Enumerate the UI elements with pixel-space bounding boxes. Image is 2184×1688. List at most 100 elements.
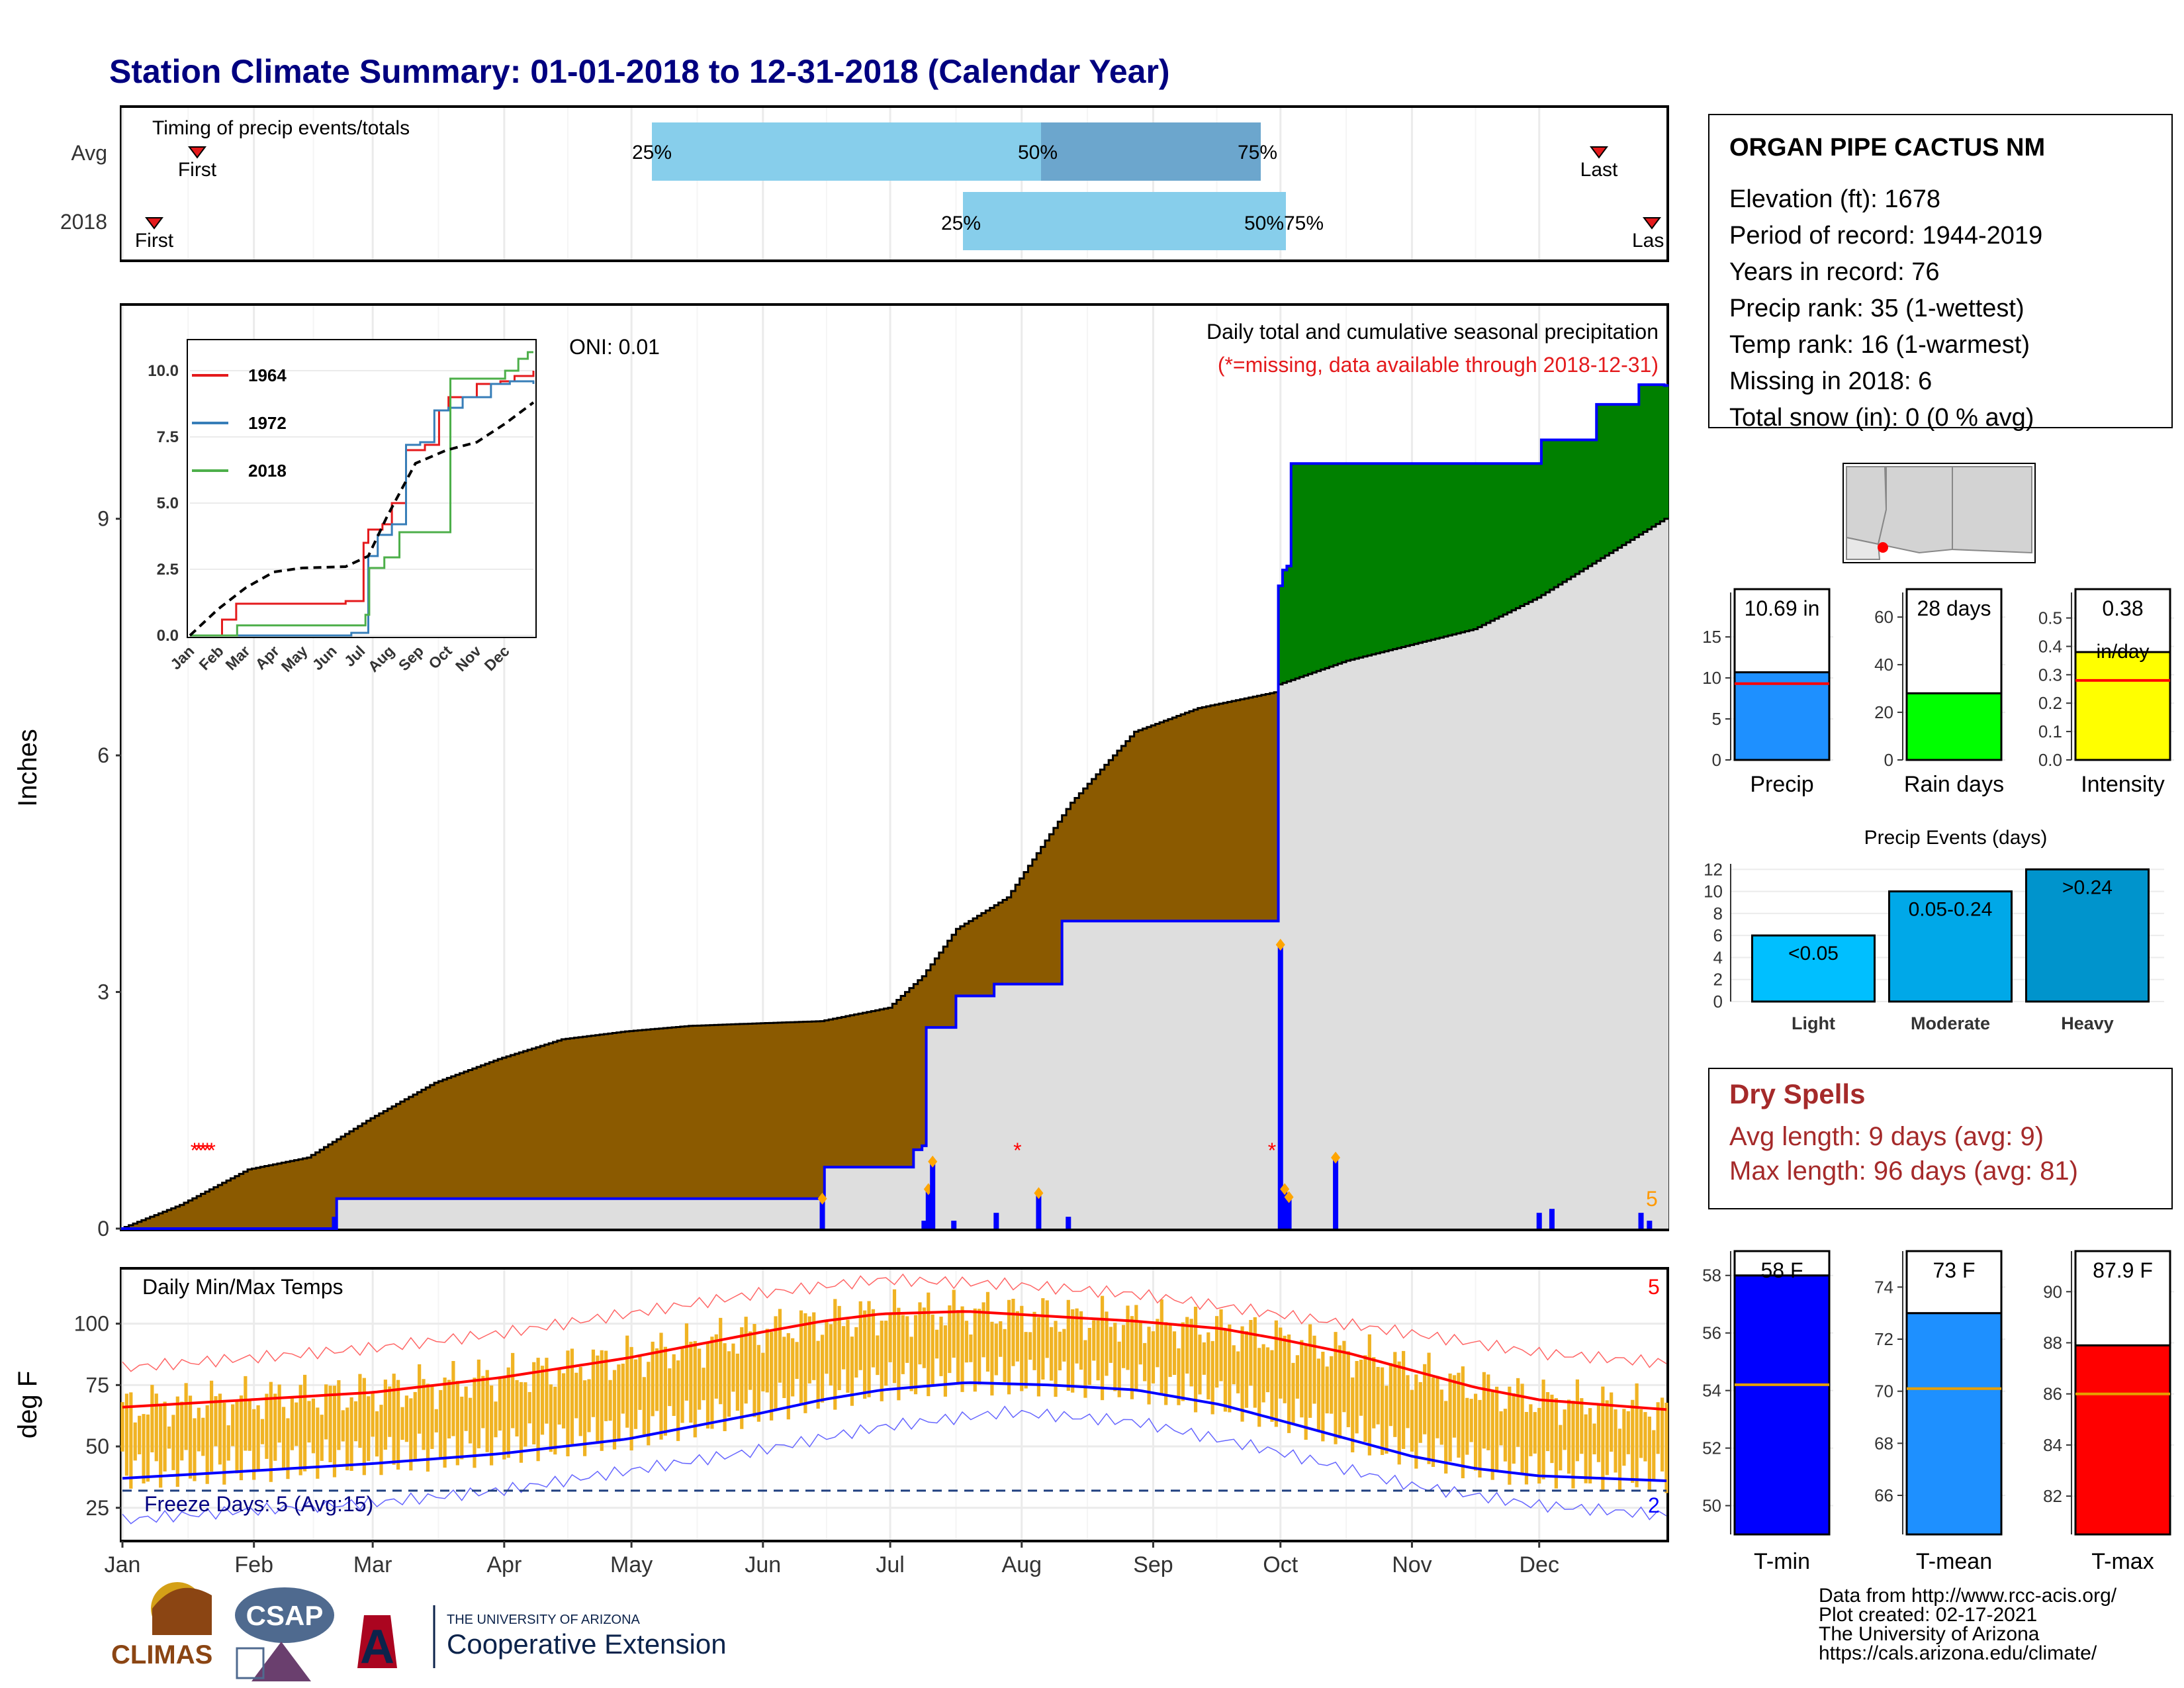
missing-day-marker: * [199, 1139, 207, 1162]
temp-summary-category-label: T-max [2091, 1549, 2154, 1574]
record-min-line [122, 1405, 1667, 1524]
events-bar-heavy [2025, 868, 2150, 1003]
month-label: Jul [876, 1552, 904, 1577]
ua-logo-letter: A [360, 1620, 394, 1673]
dry-spells-title: Dry Spells [1729, 1078, 1865, 1109]
inset-chart: 0.02.55.07.510.0 196419722018JanFebMarApr… [148, 339, 537, 675]
temp-summary-category-label: T-min [1754, 1549, 1810, 1574]
timing-row-avg: Avg [71, 141, 107, 165]
csap-logo-text: CSAP [246, 1600, 324, 1631]
events-title: Precip Events (days) [1864, 827, 2048, 849]
temp-summary-tick-label: 68 [1874, 1433, 1893, 1453]
stats-category-label: Rain days [1904, 772, 2004, 797]
events-tick-label: 2 [1713, 970, 1723, 990]
stats-tick-label: 60 [1874, 607, 1893, 627]
temp-summary-value-box [1905, 1250, 2003, 1315]
daily-precip-bar [1277, 945, 1283, 1229]
timing-panel: Timing of precip events/totals Avg 2018 … [60, 105, 1669, 262]
station-info-box: ORGAN PIPE CACTUS NM Elevation (ft): 167… [1708, 114, 2173, 432]
stats-bar-rain-days [1905, 692, 2003, 761]
above-average-surplus-area [120, 385, 1669, 1229]
station-period: Period of record: 1944-2019 [1729, 222, 2042, 250]
temp-summary-category-label: T-mean [1916, 1549, 1992, 1574]
temp-summary-value-box [1733, 1250, 1831, 1277]
temp-summary-tick-label: 90 [2043, 1282, 2062, 1301]
avg-last-marker [1590, 146, 1608, 159]
inset-series-2018 [190, 351, 533, 637]
events-tick-label: 6 [1713, 925, 1723, 945]
ua-cooperative-extension-logo: A THE UNIVERSITY OF ARIZONA Cooperative … [357, 1605, 727, 1673]
events-category-label: Heavy [2061, 1013, 2114, 1033]
footer-line-3: The University of Arizona [1819, 1623, 2040, 1645]
missing-day-marker: * [207, 1139, 215, 1162]
missing-note: (*=missing, data available through 2018-… [1218, 353, 1659, 377]
y2018-p50p75-label: 50%75% [1244, 212, 1324, 234]
temp-summary-bar-t-min [1733, 1274, 1831, 1536]
temp-summary-tick-label: 82 [2043, 1486, 2062, 1506]
temp-summary-value-label: 87.9 F [2093, 1258, 2153, 1282]
stats-tick-label: 0.4 [2038, 636, 2062, 656]
footer-line-4: https://cals.arizona.edu/climate/ [1819, 1642, 2097, 1664]
daily-record-marker [1034, 1187, 1044, 1199]
freeze-days-label: Freeze Days: 5 (Avg:15) [144, 1492, 373, 1516]
daily-record-marker [817, 1192, 827, 1205]
temp-summary-tick-label: 72 [1874, 1329, 1893, 1349]
temp-panel: 25 50 75 100 deg F Daily Min/Max Temps 5 Fr… [13, 1267, 1669, 1542]
stats-tick-label: 0 [1712, 750, 1721, 770]
stats-tick-label: 0.0 [2038, 750, 2062, 770]
temp-summary-tick-label: 50 [1702, 1496, 1721, 1516]
dry-spells-box: Dry Spells Avg length: 9 days (avg: 9) M… [1708, 1068, 2173, 1209]
ua-small-text: THE UNIVERSITY OF ARIZONA [447, 1613, 641, 1627]
temp-summary-tick-label: 86 [2043, 1384, 2062, 1404]
stats-bar-precip [1733, 671, 1831, 761]
stats-category-label: Precip [1750, 772, 1813, 797]
daily-precip-bar [1286, 1197, 1292, 1229]
avg-p75-label: 75% [1238, 142, 1277, 164]
stats-category-label: Intensity [2081, 772, 2165, 797]
events-tick-label: 0 [1713, 992, 1723, 1011]
events-tick-label: 12 [1704, 859, 1723, 879]
dry-spells-max: Max length: 96 days (avg: 81) [1729, 1156, 2078, 1186]
temp-tick-label: 100 [74, 1312, 109, 1336]
inset-y-label: 7.5 [157, 428, 179, 446]
daily-precip-bar [332, 1217, 338, 1229]
timing-avg-bar-dark [1041, 122, 1261, 181]
temp-summary-tick-label: 56 [1702, 1323, 1721, 1343]
stats-tick-label: 0 [1884, 750, 1893, 770]
stats-tick-label: 20 [1874, 702, 1893, 722]
month-label: Apr [486, 1552, 522, 1577]
stats-tick-label: 0.1 [2038, 722, 2062, 741]
temp-tick-label: 75 [85, 1373, 109, 1397]
inset-series-avg [189, 401, 535, 637]
temp-summary-value-label: 58 F [1760, 1258, 1803, 1282]
events-bar-light [1751, 934, 1876, 1003]
daily-precip-bar [819, 1198, 825, 1229]
climas-logo-text: CLIMAS [111, 1640, 212, 1669]
station-name: ORGAN PIPE CACTUS NM [1729, 134, 2045, 162]
station-elevation: Elevation (ft): 1678 [1729, 185, 1940, 213]
temp-summary-bar-t-mean [1905, 1312, 2003, 1536]
temp-count-top: 5 [1648, 1275, 1660, 1299]
month-label: Jun [745, 1552, 781, 1577]
temp-tick-label: 25 [85, 1496, 109, 1520]
temp-summary-tick-label: 88 [2043, 1333, 2062, 1353]
ua-big-text: Cooperative Extension [447, 1628, 727, 1660]
inset-y-label: 0.0 [157, 627, 179, 645]
station-location-marker [1878, 542, 1888, 553]
events-bar-label: 0.05-0.24 [1909, 899, 1993, 921]
dry-spells-avg: Avg length: 9 days (avg: 9) [1729, 1122, 2044, 1151]
daily-record-marker [1284, 1191, 1294, 1203]
temp-summary-tick-label: 58 [1702, 1266, 1721, 1286]
stats-value-box [1905, 588, 2003, 694]
events-bar-label: >0.24 [2062, 876, 2113, 898]
daily-precip-bar [993, 1213, 999, 1229]
events-bar-label: <0.05 [1788, 943, 1839, 964]
precip-subtitle: Daily total and cumulative seasonal prec… [1206, 320, 1659, 344]
y-tick-label: 3 [97, 980, 109, 1004]
avg-p25-label: 25% [632, 142, 672, 164]
events-tick-label: 8 [1713, 904, 1723, 923]
stats-value-box [1733, 588, 1831, 674]
inset-legend-label: 1972 [248, 413, 287, 433]
